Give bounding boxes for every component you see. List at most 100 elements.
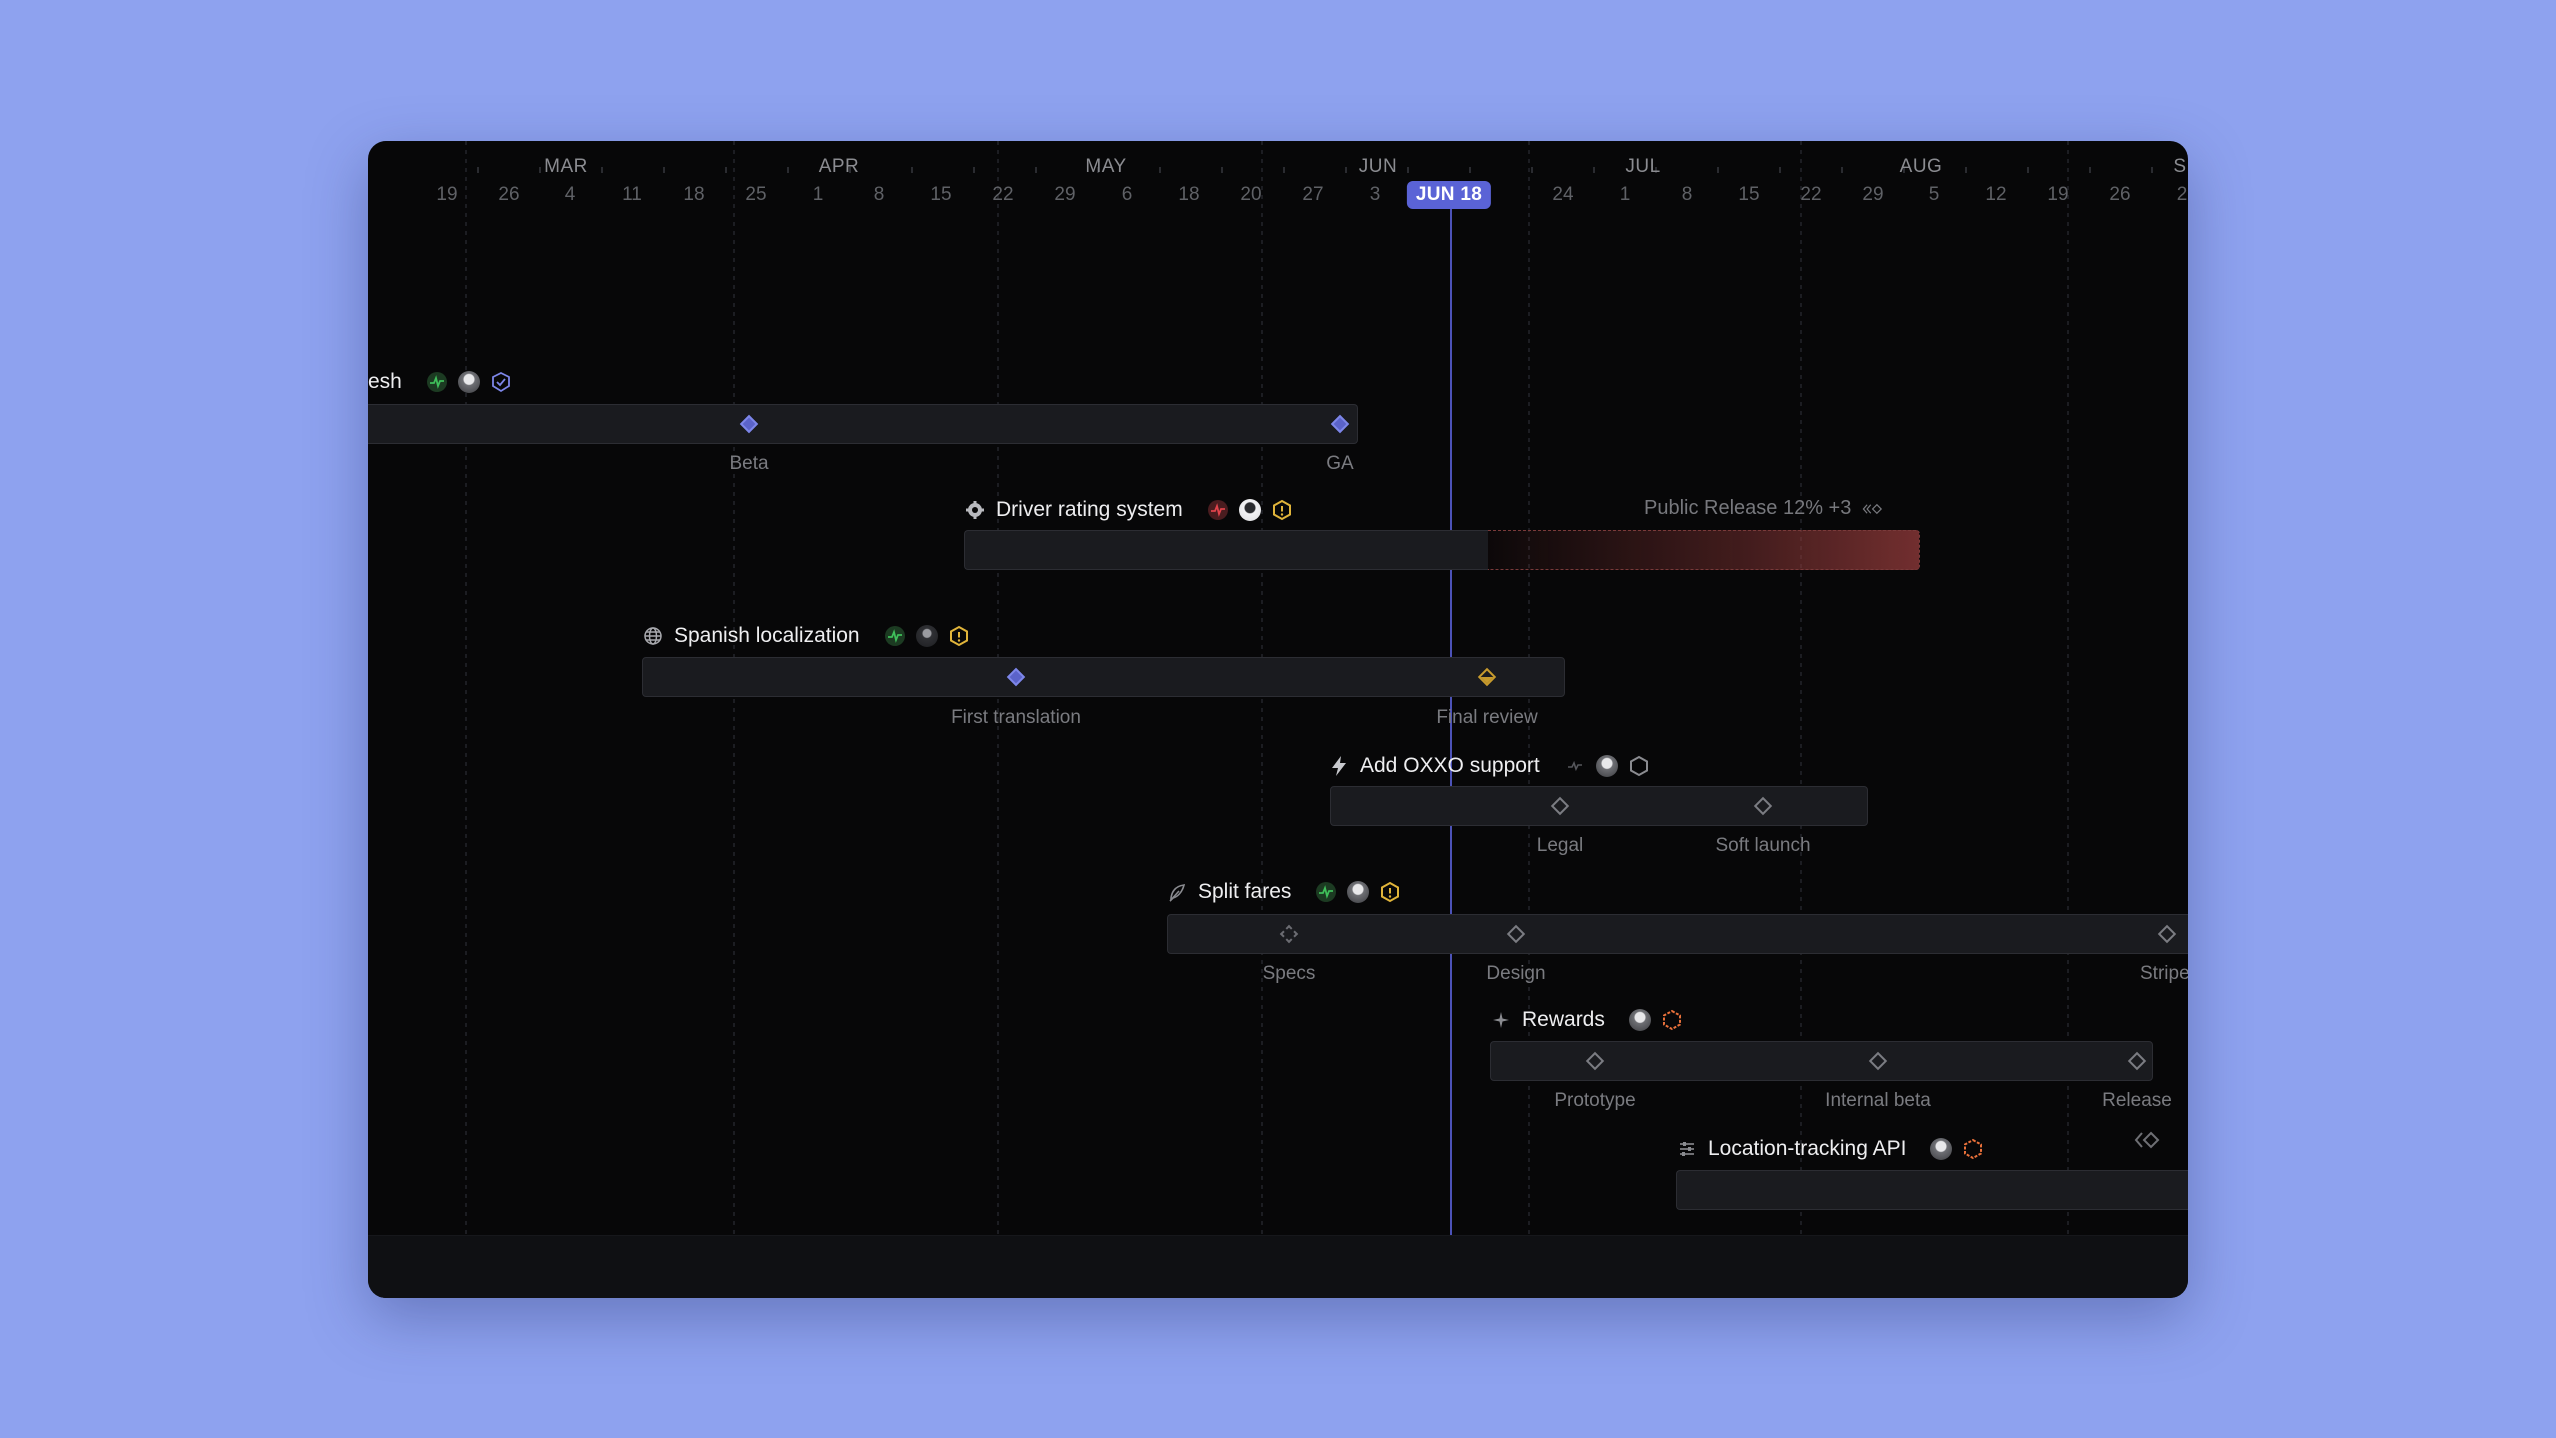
- project-title-rewards[interactable]: Rewards: [1490, 1005, 1683, 1035]
- milestone-label: Internal beta: [1825, 1090, 1931, 1111]
- hexagon-warning-icon[interactable]: [1379, 881, 1401, 903]
- project-bar-split-fares[interactable]: [1167, 914, 2188, 954]
- milestone-label: Beta: [729, 453, 769, 474]
- milestone-label: Stripe: [2140, 963, 2188, 984]
- month-label: JUL: [1625, 156, 1661, 177]
- release-tag-label: Public Release 12% +3: [1644, 497, 1852, 519]
- day-label: 18: [683, 184, 705, 205]
- hexagon-urgent-icon[interactable]: [1962, 1138, 1984, 1160]
- month-label: AUG: [1899, 156, 1943, 177]
- project-name: Add OXXO support: [1360, 754, 1540, 777]
- day-label: 4: [564, 184, 576, 205]
- day-label: 12: [1985, 184, 2007, 205]
- project-title-split-fares[interactable]: Split fares: [1166, 877, 1401, 907]
- day-label: 22: [992, 184, 1014, 205]
- month-label: MAY: [1085, 156, 1127, 177]
- hexagon-warning-icon[interactable]: [948, 625, 970, 647]
- milestone-label: Prototype: [1554, 1090, 1636, 1111]
- hexagon-warning-icon[interactable]: [1271, 499, 1293, 521]
- assignee-avatar[interactable]: [457, 371, 480, 393]
- gear-icon: [964, 499, 986, 521]
- assignee-avatar[interactable]: [1930, 1138, 1953, 1160]
- day-label: 15: [1738, 184, 1760, 205]
- health-off-track-icon[interactable]: [1207, 499, 1229, 521]
- health-on-track-icon[interactable]: [884, 625, 906, 647]
- milestone-label: Design: [1486, 963, 1546, 984]
- timeline-footer: [368, 1235, 2188, 1298]
- project-name: Driver rating system: [996, 498, 1183, 521]
- month-label: MAR: [544, 156, 588, 177]
- day-label: 11: [622, 184, 642, 205]
- health-on-track-icon[interactable]: [1315, 881, 1337, 903]
- day-label: 29: [1054, 184, 1076, 205]
- assignee-avatar[interactable]: [1347, 881, 1370, 903]
- project-name: Split fares: [1198, 880, 1292, 903]
- day-label: 18: [1178, 184, 1200, 205]
- chevrons-diamond-icon[interactable]: [2132, 1129, 2162, 1151]
- day-label: 22: [1800, 184, 1822, 205]
- day-label: 19: [2047, 184, 2069, 205]
- project-name: esh: [368, 370, 402, 393]
- release-tag[interactable]: Public Release 12% +3: [1644, 497, 1883, 520]
- day-label: 1: [1619, 184, 1631, 205]
- project-bar-driver-rating[interactable]: [964, 530, 1488, 570]
- day-label: 19: [436, 184, 458, 205]
- day-label: 5: [1928, 184, 1940, 205]
- project-title-location-tracking[interactable]: Location-tracking API: [1676, 1134, 1984, 1164]
- day-label: 8: [873, 184, 885, 205]
- project-bar-spanish-localization[interactable]: [642, 657, 1565, 697]
- day-label: 3: [1369, 184, 1381, 205]
- project-name: Location-tracking API: [1708, 1137, 1907, 1160]
- overdue-segment[interactable]: [1488, 530, 1920, 570]
- day-label: 1: [812, 184, 824, 205]
- project-title-oxxo[interactable]: Add OXXO support: [1328, 751, 1650, 781]
- milestone-label: Final review: [1436, 707, 1538, 728]
- milestone-label: Release: [2102, 1090, 2172, 1111]
- hexagon-outline-icon[interactable]: [1628, 755, 1650, 777]
- today-badge[interactable]: JUN 18: [1406, 181, 1492, 209]
- day-label: 25: [745, 184, 767, 205]
- roadmap-window: MAR APR MAY JUN JUL AUG S 19 26 4 11 18 …: [368, 141, 2188, 1298]
- day-label: 29: [1862, 184, 1884, 205]
- day-label: 2: [2176, 184, 2188, 205]
- project-bar-rewards[interactable]: [1490, 1041, 2153, 1081]
- month-label: S: [2173, 156, 2187, 177]
- project-bar-location-tracking[interactable]: [1676, 1170, 2188, 1210]
- assignee-avatar[interactable]: [1238, 499, 1261, 521]
- milestone-label: Soft launch: [1715, 835, 1811, 856]
- day-label: 26: [498, 184, 520, 205]
- project-bar-oxxo[interactable]: [1330, 786, 1868, 826]
- project-title-driver-rating[interactable]: Driver rating system: [964, 495, 1293, 525]
- project-title-spanish-localization[interactable]: Spanish localization: [642, 621, 970, 651]
- milestone-label: Specs: [1262, 963, 1316, 984]
- day-label: 8: [1681, 184, 1693, 205]
- project-bar-esh[interactable]: [368, 404, 1358, 444]
- health-none-icon[interactable]: [1564, 755, 1586, 777]
- day-label: 27: [1302, 184, 1324, 205]
- feather-icon: [1166, 881, 1188, 903]
- milestone-label: Legal: [1536, 835, 1584, 856]
- health-on-track-icon[interactable]: [426, 371, 448, 393]
- day-label: 24: [1552, 184, 1574, 205]
- milestone-label: First translation: [951, 707, 1081, 728]
- project-name: Spanish localization: [674, 624, 860, 647]
- project-title-esh[interactable]: esh: [368, 367, 512, 397]
- milestone-label: GA: [1326, 453, 1354, 474]
- sliders-icon: [1676, 1138, 1698, 1160]
- assignee-avatar[interactable]: [1628, 1009, 1651, 1031]
- day-label: 20: [1240, 184, 1262, 205]
- assignee-avatar[interactable]: [1595, 755, 1618, 777]
- chevrons-diamond-icon: [1861, 498, 1883, 520]
- sparkle-icon: [1490, 1009, 1512, 1031]
- lightning-icon: [1328, 755, 1350, 777]
- project-name: Rewards: [1522, 1008, 1605, 1031]
- day-label: 6: [1121, 184, 1133, 205]
- globe-icon: [642, 625, 664, 647]
- month-label: APR: [818, 156, 860, 177]
- month-label: JUN: [1358, 156, 1398, 177]
- day-label: 26: [2109, 184, 2131, 205]
- hexagon-urgent-icon[interactable]: [1661, 1009, 1683, 1031]
- day-label: 15: [930, 184, 952, 205]
- assignee-avatar[interactable]: [915, 625, 938, 647]
- shield-check-icon[interactable]: [490, 371, 512, 393]
